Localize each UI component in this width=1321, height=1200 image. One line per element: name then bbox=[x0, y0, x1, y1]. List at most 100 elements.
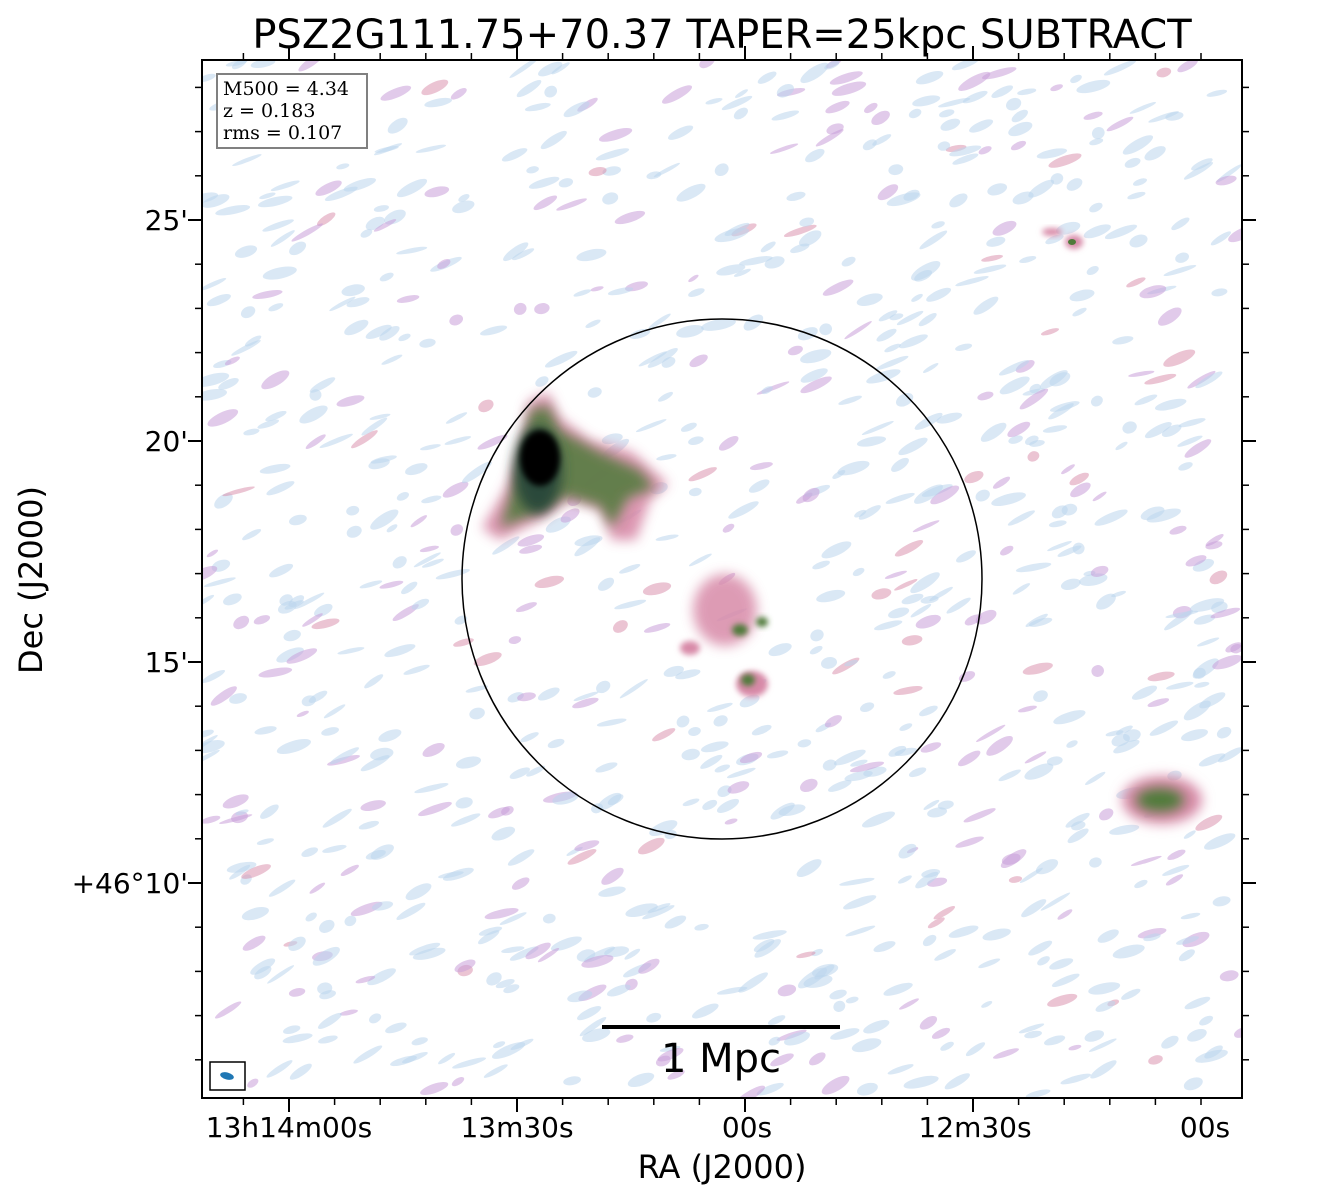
noise-speckle bbox=[816, 589, 846, 603]
noise-speckle bbox=[1177, 60, 1198, 73]
noise-speckle bbox=[878, 310, 898, 322]
noise-speckle bbox=[658, 391, 673, 402]
noise-speckle bbox=[845, 996, 859, 1004]
noise-speckle bbox=[596, 718, 627, 727]
noise-speckle bbox=[202, 669, 226, 684]
noise-speckle bbox=[370, 455, 397, 464]
noise-speckle bbox=[1000, 849, 1027, 869]
noise-speckle bbox=[952, 153, 979, 165]
noise-speckle bbox=[1210, 231, 1232, 246]
noise-speckle bbox=[1091, 665, 1104, 677]
noise-speckle bbox=[1183, 1077, 1203, 1091]
noise-speckle bbox=[598, 128, 633, 142]
noise-speckle bbox=[241, 864, 271, 879]
noise-speckle bbox=[501, 946, 525, 954]
noise-speckle bbox=[1177, 435, 1203, 447]
noise-speckle bbox=[535, 376, 549, 387]
noise-speckle bbox=[612, 620, 628, 633]
noise-speckle bbox=[825, 100, 850, 114]
noise-speckle bbox=[898, 334, 928, 349]
noise-speckle bbox=[1007, 510, 1035, 526]
noise-speckle bbox=[714, 764, 730, 773]
noise-speckle bbox=[371, 901, 394, 911]
noise-speckle bbox=[717, 785, 732, 798]
noise-speckle bbox=[501, 148, 528, 162]
noise-speckle bbox=[585, 319, 601, 329]
noise-speckle bbox=[940, 118, 961, 131]
noise-speckle bbox=[809, 1052, 826, 1066]
noise-speckle bbox=[919, 230, 948, 250]
noise-speckle bbox=[1060, 578, 1081, 590]
noise-speckle bbox=[202, 192, 219, 204]
noise-speckle bbox=[596, 680, 611, 694]
noise-speckle bbox=[202, 815, 221, 824]
noise-speckle bbox=[415, 144, 447, 153]
noise-speckle bbox=[748, 479, 770, 493]
noise-speckle bbox=[1066, 740, 1078, 748]
noise-speckle bbox=[1123, 729, 1141, 742]
noise-speckle bbox=[1121, 988, 1141, 1000]
noise-speckle bbox=[312, 946, 340, 966]
x-tick-label: 13m30s bbox=[460, 1111, 573, 1144]
noise-speckle bbox=[802, 487, 820, 503]
noise-speckle bbox=[358, 820, 380, 830]
noise-speckle bbox=[1165, 874, 1184, 886]
noise-speckle bbox=[1147, 698, 1170, 708]
noise-speckle bbox=[976, 724, 1006, 743]
noise-speckle bbox=[1134, 879, 1148, 889]
noise-speckle bbox=[202, 194, 230, 208]
noise-speckle bbox=[202, 372, 230, 388]
noise-speckle bbox=[798, 230, 822, 247]
noise-speckle bbox=[1137, 928, 1167, 939]
noise-speckle bbox=[624, 948, 641, 960]
noise-speckle bbox=[537, 687, 560, 701]
noise-speckle bbox=[1048, 520, 1067, 528]
radio-map: 1 Mpc M500 = 4.34 z = 0.183 rms = 0.107 bbox=[202, 60, 1242, 1098]
noise-speckle bbox=[910, 603, 932, 618]
noise-speckle bbox=[692, 1003, 719, 1019]
noise-speckle bbox=[769, 143, 799, 154]
noise-speckle bbox=[796, 951, 816, 959]
noise-speckle bbox=[735, 89, 748, 98]
noise-speckle bbox=[718, 435, 739, 451]
noise-speckle bbox=[1069, 472, 1089, 486]
noise-speckle bbox=[1047, 993, 1078, 1007]
noise-speckle bbox=[588, 167, 607, 177]
noise-speckle bbox=[305, 434, 326, 450]
noise-speckle bbox=[688, 553, 712, 567]
noise-speckle bbox=[1015, 360, 1035, 373]
noise-speckle bbox=[1162, 864, 1190, 876]
noise-speckle bbox=[288, 936, 306, 951]
noise-speckle bbox=[301, 695, 316, 707]
noise-speckle bbox=[413, 552, 441, 568]
noise-speckle bbox=[838, 395, 862, 405]
noise-speckle bbox=[590, 286, 604, 292]
noise-speckle bbox=[461, 461, 492, 484]
noise-speckle bbox=[922, 934, 937, 947]
noise-speckle bbox=[282, 1033, 313, 1044]
noise-speckle bbox=[705, 97, 723, 105]
noise-speckle bbox=[688, 274, 699, 283]
noise-speckle bbox=[324, 186, 358, 202]
noise-speckle bbox=[1212, 655, 1242, 670]
noise-speckle bbox=[243, 428, 260, 436]
noise-speckle bbox=[888, 745, 907, 757]
noise-speckle bbox=[346, 505, 360, 516]
noise-speckle bbox=[756, 1082, 784, 1096]
noise-speckle bbox=[296, 710, 309, 718]
noise-speckle bbox=[828, 780, 852, 792]
noise-speckle bbox=[247, 1078, 259, 1088]
noise-speckle bbox=[520, 732, 539, 743]
noise-speckle bbox=[688, 436, 704, 445]
x-tick-label: 00s bbox=[1180, 1111, 1230, 1144]
noise-speckle bbox=[398, 333, 411, 342]
noise-speckle bbox=[1216, 726, 1232, 739]
noise-speckle bbox=[438, 1052, 456, 1065]
noise-speckle bbox=[908, 767, 927, 778]
noise-speckle bbox=[1184, 439, 1212, 458]
noise-speckle bbox=[451, 813, 481, 827]
noise-speckle bbox=[386, 524, 398, 533]
noise-speckle bbox=[542, 913, 556, 924]
noise-speckle bbox=[512, 248, 535, 261]
noise-speckle bbox=[283, 1025, 301, 1035]
